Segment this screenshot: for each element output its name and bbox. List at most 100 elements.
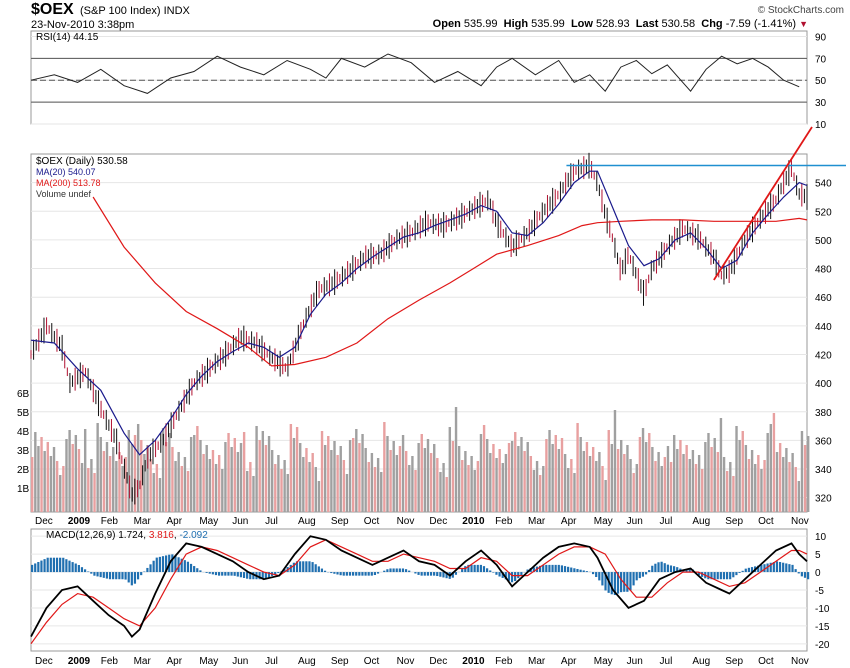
macd-histogram-bar — [261, 572, 264, 580]
macd-histogram-bar — [330, 572, 333, 574]
macd-histogram-bar — [576, 568, 579, 573]
volume-bar — [140, 440, 143, 512]
x-tick-label: Mar — [528, 656, 546, 667]
x-tick-label: Aug — [298, 516, 316, 527]
volume-bar — [557, 449, 561, 512]
macd-histogram-bar — [738, 572, 741, 573]
macd-histogram-bar — [342, 572, 345, 576]
volume-bar — [663, 457, 667, 512]
x-tick-label: Feb — [495, 516, 513, 527]
price-y-tick: 400 — [815, 379, 832, 390]
macd-histogram-bar — [722, 572, 726, 580]
macd-histogram-bar — [697, 572, 701, 576]
macd-histogram-bar — [620, 572, 623, 593]
macd-histogram-bar — [43, 559, 46, 573]
volume-bar — [648, 433, 651, 512]
volume-bar — [239, 443, 243, 512]
macd-histogram-bar — [87, 571, 90, 573]
macd-histogram-bar — [788, 564, 791, 573]
x-tick-label: Sep — [331, 656, 349, 667]
macd-histogram-bar — [370, 572, 373, 576]
macd-value: 1.724 — [118, 530, 143, 541]
macd-histogram-bar — [274, 572, 277, 575]
macd-histogram-bar — [433, 572, 436, 576]
macd-histogram-bar — [782, 562, 785, 573]
macd-histogram-bar — [205, 572, 208, 573]
x-tick-label: May — [594, 516, 613, 527]
volume-bar — [249, 462, 252, 512]
x-tick-label: Apr — [561, 516, 577, 527]
macd-histogram-bar — [376, 572, 380, 574]
macd-histogram-bar — [729, 572, 732, 580]
low-label: Low — [570, 18, 593, 30]
macd-histogram-bar — [807, 572, 810, 580]
macd-histogram-bar — [236, 572, 239, 577]
macd-histogram-bar — [560, 565, 563, 573]
macd-y-tick: 0 — [815, 568, 821, 579]
volume-bar — [436, 458, 439, 512]
volume-bar — [445, 477, 448, 512]
index-description: (S&P 100 Index) INDX — [80, 5, 190, 17]
volume-bar — [127, 430, 131, 512]
macd-histogram-bar — [152, 560, 155, 573]
volume-bar — [252, 476, 255, 512]
macd-histogram-bar — [83, 569, 87, 573]
macd-histogram-bar — [40, 560, 43, 573]
volume-bar — [367, 462, 370, 512]
macd-histogram-bar — [775, 561, 779, 573]
macd-histogram-bar — [246, 572, 249, 579]
volume-bar — [548, 430, 551, 512]
volume-bar — [77, 449, 81, 512]
macd-histogram-bar — [520, 572, 523, 576]
macd-histogram-bar — [183, 560, 186, 573]
macd-histogram-bar — [401, 568, 405, 573]
volume-bar — [685, 445, 688, 512]
volume-bar — [386, 436, 389, 512]
volume-bar — [492, 444, 495, 512]
macd-histogram-bar — [249, 572, 252, 580]
x-tick-label: Oct — [758, 516, 774, 527]
volume-bar — [55, 461, 59, 512]
macd-histogram-bar — [554, 564, 557, 573]
volume-bar — [46, 442, 49, 512]
volume-bar — [744, 445, 748, 512]
volume-bar — [554, 435, 557, 512]
macd-histogram-bar — [785, 563, 788, 573]
stockcharts-credit[interactable]: © StockCharts.com — [757, 5, 844, 16]
legend-ma20: MA(20) 540.07 — [36, 167, 96, 177]
volume-bar — [112, 447, 115, 512]
x-tick-label: Mar — [134, 656, 152, 667]
x-tick-label: Apr — [166, 516, 182, 527]
x-tick-label: Jul — [660, 656, 673, 667]
macd-histogram-bar — [486, 568, 489, 573]
volume-bar — [327, 436, 330, 512]
volume-bar — [722, 457, 726, 512]
rsi-title: RSI(14) 44.15 — [36, 32, 99, 43]
macd-histogram-bar — [464, 566, 467, 573]
x-tick-label: Oct — [364, 516, 380, 527]
macd-histogram-bar — [361, 572, 364, 576]
volume-bar — [180, 466, 183, 512]
x-tick-label: May — [594, 656, 613, 667]
macd-histogram-bar — [707, 572, 710, 580]
macd-histogram-bar — [115, 572, 118, 580]
macd-histogram-bar — [196, 568, 199, 573]
volume-bar — [510, 441, 514, 512]
macd-histogram-bar — [99, 572, 102, 578]
macd-histogram-bar — [461, 569, 464, 573]
volume-bar — [295, 427, 299, 512]
macd-title-label: MACD(12,26,9) — [46, 530, 115, 541]
macd-histogram-bar — [224, 572, 227, 576]
macd-histogram-bar — [632, 572, 635, 586]
x-tick-label: Oct — [758, 656, 774, 667]
volume-bar — [155, 464, 159, 512]
volume-bar — [526, 442, 529, 512]
macd-histogram-bar — [211, 572, 214, 575]
macd-histogram-bar — [96, 572, 99, 577]
volume-bar — [666, 446, 670, 512]
x-tick-label: Jun — [232, 656, 248, 667]
price-y-tick: 460 — [815, 293, 832, 304]
macd-histogram-bar — [669, 565, 673, 573]
volume-bar — [211, 450, 215, 512]
last-label: Last — [635, 18, 659, 30]
